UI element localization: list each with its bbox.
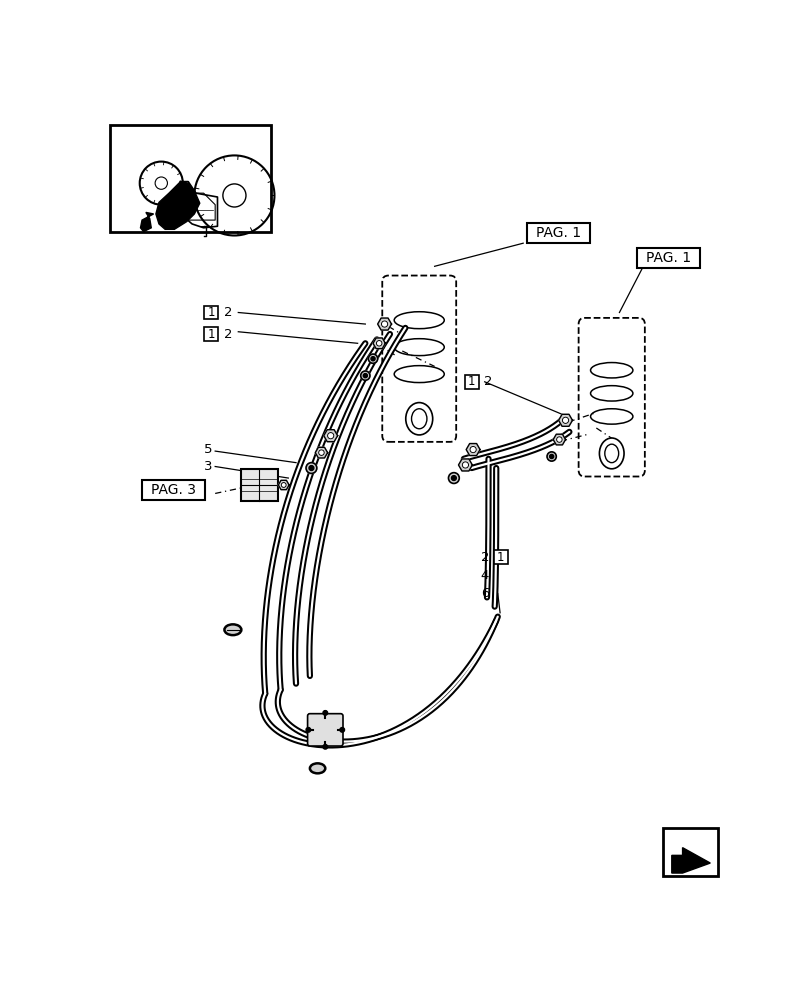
Polygon shape	[558, 414, 572, 426]
Circle shape	[306, 728, 311, 732]
Circle shape	[556, 437, 561, 442]
Bar	[109, 125, 271, 232]
Circle shape	[371, 357, 375, 361]
Circle shape	[281, 483, 285, 487]
Text: PAG. 1: PAG. 1	[646, 251, 690, 265]
Ellipse shape	[599, 438, 624, 469]
Text: 5: 5	[204, 443, 212, 456]
Circle shape	[562, 417, 568, 423]
Ellipse shape	[604, 444, 618, 463]
Ellipse shape	[224, 624, 241, 635]
Circle shape	[323, 744, 327, 749]
Polygon shape	[156, 182, 200, 229]
Polygon shape	[671, 848, 710, 873]
Ellipse shape	[411, 409, 427, 429]
Polygon shape	[278, 480, 289, 490]
Circle shape	[360, 371, 370, 380]
Text: 1: 1	[208, 328, 215, 341]
FancyBboxPatch shape	[382, 276, 456, 442]
Ellipse shape	[406, 403, 432, 435]
Circle shape	[381, 321, 387, 327]
Circle shape	[318, 450, 324, 455]
Circle shape	[368, 354, 377, 363]
Text: PAG. 3: PAG. 3	[151, 483, 196, 497]
Text: 6: 6	[480, 587, 488, 600]
Bar	[464, 375, 478, 389]
Circle shape	[470, 446, 476, 453]
Polygon shape	[372, 338, 385, 349]
Bar	[662, 828, 717, 876]
Text: 2: 2	[223, 306, 232, 319]
FancyBboxPatch shape	[307, 714, 342, 746]
Circle shape	[309, 466, 314, 470]
Polygon shape	[552, 434, 564, 445]
Circle shape	[363, 374, 367, 378]
Bar	[240, 469, 277, 501]
Circle shape	[306, 463, 316, 473]
Ellipse shape	[310, 763, 325, 773]
Polygon shape	[140, 212, 153, 232]
Polygon shape	[466, 444, 479, 456]
Text: 4: 4	[480, 569, 488, 582]
Text: 1: 1	[496, 551, 504, 564]
Polygon shape	[458, 459, 472, 471]
Polygon shape	[315, 447, 327, 458]
Bar	[526, 223, 590, 243]
Bar	[204, 327, 218, 341]
Circle shape	[549, 454, 553, 459]
Polygon shape	[324, 430, 337, 442]
Text: 2: 2	[480, 551, 489, 564]
Text: 2: 2	[483, 375, 491, 388]
Bar	[493, 550, 507, 564]
Circle shape	[461, 462, 468, 468]
Circle shape	[376, 341, 381, 346]
Circle shape	[340, 728, 344, 732]
Circle shape	[327, 433, 333, 439]
Text: 3: 3	[204, 460, 212, 473]
Text: 1: 1	[467, 375, 474, 388]
Circle shape	[323, 711, 327, 715]
FancyBboxPatch shape	[578, 318, 644, 477]
Bar	[204, 306, 218, 319]
Polygon shape	[377, 318, 391, 330]
Circle shape	[451, 476, 456, 480]
Bar	[637, 248, 699, 268]
Circle shape	[547, 452, 556, 461]
Text: 2: 2	[223, 328, 232, 341]
Bar	[142, 480, 205, 500]
Text: PAG. 1: PAG. 1	[535, 226, 581, 240]
Text: 1: 1	[208, 306, 215, 319]
Circle shape	[448, 473, 459, 483]
